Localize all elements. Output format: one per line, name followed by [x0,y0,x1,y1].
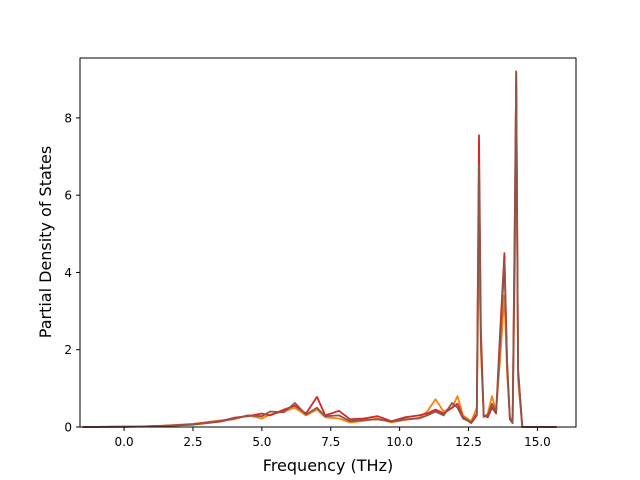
x-tick-label: 5.0 [252,435,271,449]
x-tick-label: 2.5 [183,435,202,449]
y-tick-label: 6 [64,189,72,203]
x-axis-ticks: 0.0 2.5 5.0 7.5 10.0 12.5 15.0 [115,427,551,449]
series-line-3 [82,70,557,428]
x-tick-label: 15.0 [524,435,551,449]
x-tick-label: 7.5 [321,435,340,449]
x-tick-label: 12.5 [455,435,482,449]
x-tick-label: 10.0 [386,435,413,449]
plot-lines [82,70,557,428]
y-axis-label: Partial Density of States [36,146,55,338]
x-axis-label: Frequency (THz) [263,456,393,475]
x-tick-label: 0.0 [115,435,134,449]
y-axis-ticks: 0 2 4 6 8 [64,111,80,435]
y-tick-label: 8 [64,111,72,125]
y-tick-label: 2 [64,343,72,357]
y-tick-label: 4 [64,266,72,280]
plot-frame [79,57,577,428]
y-tick-label: 0 [64,421,72,435]
